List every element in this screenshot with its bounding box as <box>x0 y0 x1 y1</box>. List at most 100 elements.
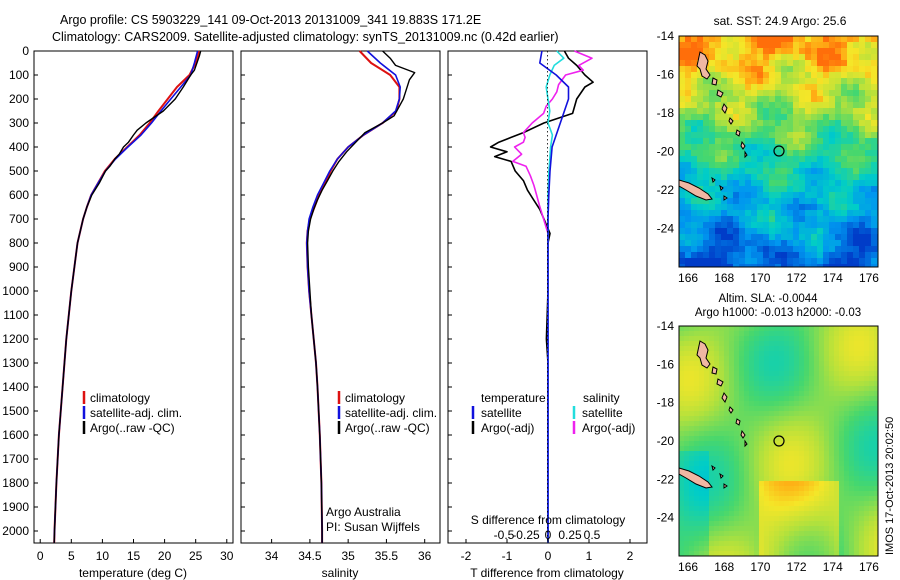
sst-cell <box>817 60 824 67</box>
sla-cell <box>709 451 715 457</box>
sst-cell <box>691 96 698 103</box>
sla-cell <box>844 326 850 332</box>
sst-cell <box>859 228 866 235</box>
sst-cell <box>727 204 734 211</box>
sst-cell <box>733 216 740 223</box>
sst-cell <box>859 120 866 127</box>
sst-cell <box>817 90 824 97</box>
sst-cell <box>793 204 800 211</box>
sst-map-lat-label: -14 <box>657 29 675 43</box>
sst-cell <box>733 144 740 151</box>
sla-cell <box>834 436 840 442</box>
sst-cell <box>805 210 812 217</box>
sst-cell <box>775 174 782 181</box>
sst-cell <box>853 180 860 187</box>
sst-cell <box>685 222 692 229</box>
sst-cell <box>865 90 872 97</box>
sst-cell <box>775 180 782 187</box>
sla-cell <box>804 401 810 407</box>
sst-cell <box>823 210 830 217</box>
sla-cell <box>849 426 855 432</box>
sst-cell <box>721 228 728 235</box>
legend-label-t-satellite: satellite <box>481 406 522 420</box>
sst-cell <box>853 102 860 109</box>
sla-cell <box>809 466 815 472</box>
sla-cell <box>709 501 715 507</box>
sst-cell <box>715 192 722 199</box>
sla-cell <box>809 551 815 556</box>
sst-cell <box>739 90 746 97</box>
sla-cell <box>824 531 830 537</box>
sst-cell <box>787 150 794 157</box>
sst-cell <box>865 228 872 235</box>
sst-cell <box>823 132 830 139</box>
sla-cell <box>704 536 710 542</box>
sst-cell <box>847 120 854 127</box>
sla-cell <box>734 541 740 547</box>
sla-cell <box>869 326 875 332</box>
sst-cell <box>799 132 806 139</box>
sst-cell <box>829 96 836 103</box>
sst-cell <box>715 102 722 109</box>
sst-cell <box>721 222 728 229</box>
sla-cell <box>724 486 730 492</box>
sst-cell <box>847 216 854 223</box>
sst-cell <box>823 204 830 211</box>
sst-cell <box>709 138 716 145</box>
sla-cell <box>839 331 845 337</box>
sst-cell <box>823 72 830 79</box>
sst-cell <box>775 108 782 115</box>
sla-cell <box>784 471 790 477</box>
sla-cell <box>724 541 730 547</box>
sst-cell <box>679 126 686 133</box>
sst-cell <box>853 204 860 211</box>
sst-cell <box>799 66 806 73</box>
sla-cell <box>819 486 825 492</box>
sst-cell <box>847 66 854 73</box>
sla-cell <box>814 436 820 442</box>
sst-cell <box>697 216 704 223</box>
sst-cell <box>763 96 770 103</box>
sla-cell <box>744 426 750 432</box>
sla-cell <box>779 371 785 377</box>
sst-cell <box>847 252 854 259</box>
sst-cell <box>703 48 710 55</box>
sla-cell <box>824 366 830 372</box>
sla-cell <box>749 466 755 472</box>
salinity-x-tick-label: 34 <box>265 549 279 563</box>
sla-cell <box>679 526 685 532</box>
sla-cell <box>824 401 830 407</box>
sla-cell <box>799 491 805 497</box>
sst-cell <box>721 174 728 181</box>
sst-cell <box>835 192 842 199</box>
sla-cell <box>854 466 860 472</box>
sst-cell <box>757 198 764 205</box>
sst-cell <box>793 60 800 67</box>
sla-cell <box>804 421 810 427</box>
sla-cell <box>784 431 790 437</box>
sla-cell <box>694 551 700 556</box>
sst-cell <box>811 102 818 109</box>
sst-cell <box>769 258 776 265</box>
sla-cell <box>709 366 715 372</box>
sla-cell <box>854 326 860 332</box>
sst-cell <box>775 240 782 247</box>
sla-cell <box>844 546 850 552</box>
sla-cell <box>749 436 755 442</box>
sla-cell <box>869 446 875 452</box>
sla-cell <box>774 381 780 387</box>
sla-cell <box>854 421 860 427</box>
sst-cell <box>817 150 824 157</box>
sst-cell <box>817 234 824 241</box>
depth-tick-label: 400 <box>9 140 29 154</box>
sst-cell <box>865 48 872 55</box>
sla-cell <box>809 326 815 332</box>
sst-cell <box>859 36 866 43</box>
sla-cell <box>704 521 710 527</box>
sla-cell <box>744 481 750 487</box>
sla-cell <box>769 461 775 467</box>
sla-cell <box>819 506 825 512</box>
t-difference-x-tick-label: -2 <box>461 549 472 563</box>
sst-cell <box>691 66 698 73</box>
sla-cell <box>729 516 735 522</box>
